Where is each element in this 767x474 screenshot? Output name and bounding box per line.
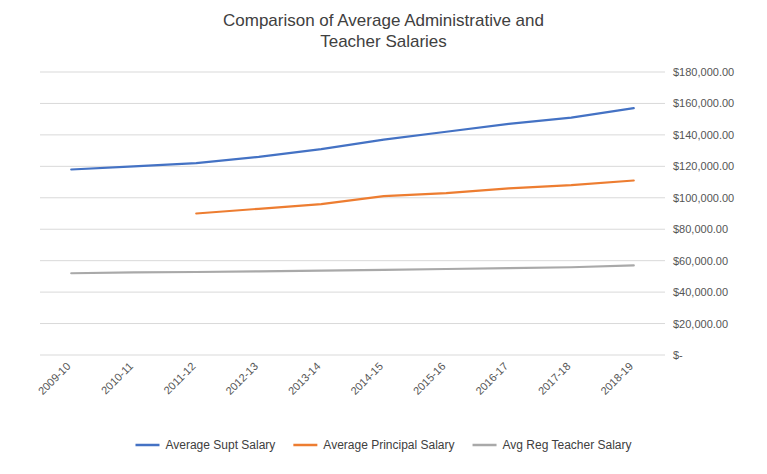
grid-line [40,103,665,104]
y-tick-label: $20,000.00 [673,318,728,330]
y-tick-label: $120,000.00 [673,160,734,172]
y-tick-label: $140,000.00 [673,129,734,141]
grid-line [40,134,665,135]
x-tick-label: 2011-12 [161,360,197,396]
legend-label: Average Supt Salary [165,438,275,452]
grid-line [40,355,665,356]
legend-swatch [135,444,159,447]
grid [40,72,665,355]
y-tick-label: $- [673,349,683,361]
x-tick-label: 2010-11 [99,360,135,396]
x-tick-label: 2016-17 [473,360,510,397]
legend-swatch [473,444,497,447]
chart: Comparison of Average Administrative and… [0,0,767,474]
grid-line [40,197,665,198]
series-line [71,265,634,273]
grid-line [40,260,665,261]
y-tick-label: $40,000.00 [673,286,728,298]
series-group [71,108,634,273]
y-tick-label: $60,000.00 [673,255,728,267]
legend-label: Average Principal Salary [323,438,454,452]
x-tick-label: 2015-16 [411,360,448,397]
legend-swatch [293,444,317,447]
grid-line [40,229,665,230]
x-tick-label: 2017-18 [536,360,573,397]
series-line [196,180,634,213]
y-tick-label: $180,000.00 [673,66,734,78]
x-tick-label: 2014-15 [348,360,385,397]
y-tick-label: $160,000.00 [673,97,734,109]
title: Comparison of Average Administrative and… [223,11,544,51]
x-tick-label: 2018-19 [598,360,635,397]
series-line [71,108,634,169]
y-tick-label: $80,000.00 [673,223,728,235]
y-tick-label: $100,000.00 [673,192,734,204]
grid-line [40,292,665,293]
x-tick-label: 2013-14 [286,360,323,397]
legend-label: Avg Reg Teacher Salary [503,438,632,452]
x-tick-label: 2012-13 [223,360,260,397]
x-tick-label: 2009-10 [36,360,73,397]
legend: Average Supt Salary Average Principal Sal… [135,438,631,452]
grid-line [40,72,665,73]
grid-line [40,323,665,324]
